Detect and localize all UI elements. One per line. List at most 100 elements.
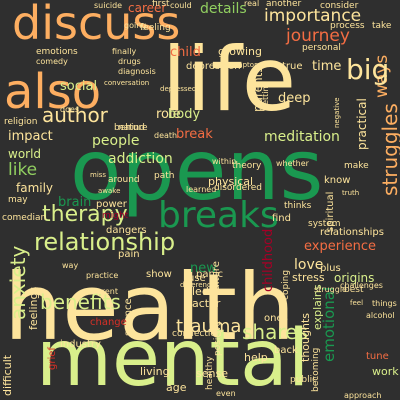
word: dangers bbox=[106, 225, 147, 236]
word: personal bbox=[302, 43, 341, 53]
word: struggle bbox=[314, 285, 347, 294]
word: panic bbox=[196, 269, 224, 280]
word: show bbox=[146, 269, 172, 280]
word: diagnosis bbox=[118, 67, 156, 76]
word: like bbox=[8, 160, 38, 180]
word: details bbox=[200, 1, 247, 17]
word: health bbox=[4, 254, 296, 361]
word: religion bbox=[4, 117, 38, 127]
word: death bbox=[154, 131, 178, 140]
word: conversation bbox=[104, 79, 150, 87]
word: make bbox=[344, 161, 369, 171]
word: approach bbox=[344, 391, 382, 400]
word: difficult bbox=[1, 354, 14, 396]
word: becoming bbox=[311, 347, 321, 392]
word: feelings bbox=[27, 286, 40, 330]
word: another bbox=[266, 0, 302, 9]
word: breaks bbox=[158, 195, 279, 236]
word: practice bbox=[86, 271, 119, 280]
word: best bbox=[344, 285, 364, 295]
word: drugs bbox=[118, 57, 141, 66]
word: grief bbox=[47, 347, 58, 370]
word: family bbox=[16, 181, 54, 195]
word: nature bbox=[118, 123, 148, 133]
word: pain bbox=[118, 249, 140, 260]
word: behind bbox=[114, 123, 145, 133]
word: learned bbox=[186, 185, 217, 194]
word: things bbox=[372, 299, 397, 308]
word: around bbox=[108, 175, 140, 185]
word: find bbox=[272, 213, 291, 224]
word: could bbox=[170, 1, 192, 10]
word: use bbox=[188, 273, 206, 284]
word: meditation bbox=[264, 129, 340, 145]
word: people bbox=[92, 133, 140, 149]
word: industry bbox=[60, 339, 101, 350]
word: back bbox=[274, 345, 298, 356]
word: relationships bbox=[320, 227, 384, 238]
word: alcohol bbox=[366, 311, 395, 320]
word: might bbox=[102, 211, 129, 221]
word: trauma bbox=[176, 316, 242, 337]
word: comedian bbox=[2, 213, 47, 223]
word: importance bbox=[264, 6, 362, 26]
word: work bbox=[372, 365, 399, 378]
word: stress bbox=[292, 271, 325, 284]
word: love bbox=[294, 257, 324, 273]
word: feel bbox=[350, 299, 364, 307]
word: sense bbox=[196, 367, 228, 380]
word: thoughts bbox=[299, 313, 312, 362]
word: connection bbox=[172, 329, 222, 339]
word: theory bbox=[232, 161, 262, 171]
word: emotional bbox=[320, 286, 338, 362]
word: experience bbox=[304, 239, 377, 254]
word: help bbox=[244, 351, 268, 364]
word: benefits bbox=[40, 290, 121, 314]
word: public bbox=[290, 375, 318, 385]
word: deep bbox=[278, 91, 311, 106]
word: power bbox=[96, 199, 127, 210]
word: origins bbox=[334, 271, 375, 285]
word: role bbox=[156, 107, 181, 122]
word: miss bbox=[90, 171, 107, 179]
word: real bbox=[244, 0, 260, 8]
word: take bbox=[372, 21, 392, 31]
word: discuss bbox=[12, 0, 181, 50]
word: struggles bbox=[378, 103, 400, 196]
word: feeling bbox=[140, 23, 171, 33]
word: whether bbox=[276, 159, 309, 168]
word: opens bbox=[70, 121, 324, 219]
word: mental bbox=[36, 314, 310, 400]
word: relationship bbox=[34, 228, 176, 256]
word: know bbox=[324, 175, 351, 186]
word: negative bbox=[333, 97, 341, 128]
word: actor bbox=[192, 297, 221, 310]
word: emotions bbox=[36, 47, 78, 57]
word: true bbox=[282, 61, 303, 72]
word: big bbox=[346, 53, 390, 86]
word: different bbox=[84, 287, 118, 296]
word: challenges bbox=[340, 281, 383, 290]
word: brain bbox=[58, 195, 92, 210]
word: change bbox=[90, 317, 127, 328]
word: growing bbox=[218, 45, 262, 58]
word: disordered bbox=[214, 183, 262, 193]
word: plus bbox=[320, 263, 341, 274]
word: impact bbox=[8, 129, 53, 144]
word: break bbox=[176, 127, 213, 142]
word: path bbox=[154, 171, 175, 181]
word: first bbox=[152, 0, 170, 9]
word: suicide bbox=[94, 1, 123, 10]
word: led bbox=[192, 285, 209, 298]
word: journey bbox=[286, 26, 350, 46]
word: may bbox=[8, 195, 28, 205]
word: therapy bbox=[42, 202, 128, 227]
word: life bbox=[162, 28, 297, 131]
word: social bbox=[60, 79, 98, 94]
word: childhood bbox=[261, 228, 276, 292]
word: within bbox=[212, 157, 237, 166]
word: even bbox=[216, 389, 236, 398]
word: process bbox=[330, 21, 365, 31]
word: ones bbox=[264, 313, 288, 324]
word: coping bbox=[281, 269, 291, 300]
